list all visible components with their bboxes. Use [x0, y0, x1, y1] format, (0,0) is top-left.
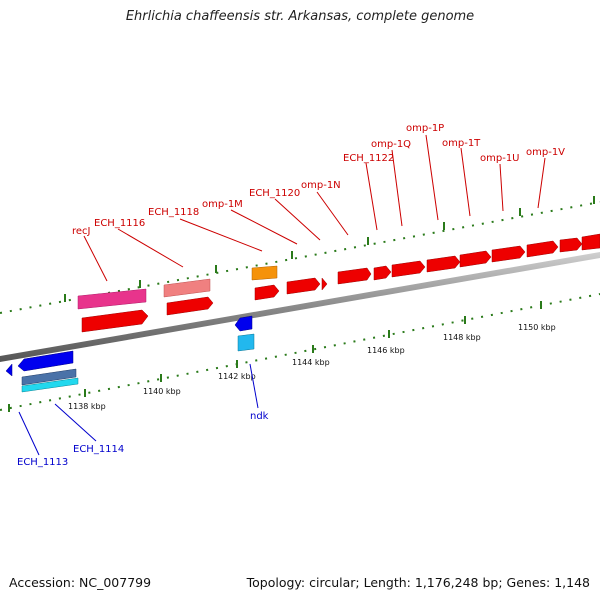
kbp-label: 1142 kbp: [218, 372, 256, 381]
label-leaders-reverse: [18, 363, 259, 456]
gene-omp-1T[interactable]: [426, 255, 461, 273]
kbp-label: 1138 kbp: [68, 402, 106, 411]
gene-ECH_1118-pseudo[interactable]: [163, 278, 211, 298]
kbp-label: 1150 kbp: [518, 323, 556, 332]
gene-label[interactable]: ECH_1113: [17, 457, 68, 468]
kbp-label: 1140 kbp: [143, 387, 181, 396]
gene-label[interactable]: ECH_1120: [249, 188, 300, 199]
gene-label[interactable]: ndk: [250, 411, 269, 422]
gene-ECH_1114-product[interactable]: [21, 368, 77, 386]
gene-ECH_1114-rna[interactable]: [21, 377, 79, 393]
kbp-label: 1144 kbp: [292, 358, 330, 367]
reverse-features: [5, 315, 255, 393]
gene-label[interactable]: ECH_1114: [73, 444, 124, 455]
gene-omp-1N[interactable]: [321, 277, 328, 291]
gene-omp-1U[interactable]: [459, 250, 492, 268]
gene-omp-1X[interactable]: [559, 237, 583, 253]
kbp-label: 1148 kbp: [443, 333, 481, 342]
gene-ECH_1114[interactable]: [17, 350, 74, 372]
gene-ECH_1120[interactable]: [286, 277, 321, 295]
gene-ECH_1118[interactable]: [166, 296, 214, 316]
gene-label[interactable]: ECH_1122: [343, 153, 394, 164]
gene-ECH_1116[interactable]: [81, 309, 149, 333]
gene-label[interactable]: omp-1M: [202, 199, 243, 210]
gene-label[interactable]: omp-1T: [442, 138, 481, 149]
kbp-label: 1146 kbp: [367, 346, 405, 355]
genome-summary-text: Topology: circular; Length: 1,176,248 bp…: [246, 575, 590, 590]
gene-omp-1Q[interactable]: [373, 265, 392, 281]
accession-text: Accession: NC_007799: [9, 575, 152, 590]
gene-label[interactable]: omp-1P: [406, 123, 444, 134]
gene-label[interactable]: recJ: [72, 226, 91, 237]
gene-omp-1W[interactable]: [526, 240, 559, 258]
map-title: Ehrlichia chaffeensis str. Arkansas, com…: [125, 9, 475, 24]
reverse-tick-ring: [0, 293, 600, 412]
gene-omp-1V[interactable]: [491, 245, 526, 263]
gene-label[interactable]: omp-1V: [526, 147, 565, 158]
gene-ECH_1113[interactable]: [5, 363, 13, 377]
gene-omp-1P[interactable]: [391, 260, 426, 278]
genome-backbone: [0, 252, 600, 362]
gene-label[interactable]: ECH_1116: [94, 218, 145, 229]
gene-omp-1Y[interactable]: [581, 233, 600, 251]
gene-ndk[interactable]: [234, 315, 253, 332]
gene-ndk-rna[interactable]: [237, 333, 255, 352]
gene-ECH_1122[interactable]: [337, 267, 372, 285]
gene-recJ[interactable]: [77, 288, 147, 310]
label-leaders: [83, 134, 546, 282]
gene-label[interactable]: omp-1U: [480, 153, 520, 164]
forward-features: [77, 233, 600, 333]
gene-label[interactable]: omp-1Q: [371, 139, 411, 150]
gene-label[interactable]: ECH_1118: [148, 207, 199, 218]
gene-label[interactable]: omp-1N: [301, 180, 341, 191]
gene-omp-1M-rna[interactable]: [251, 265, 278, 281]
kbp-labels: 1138 kbp 1140 kbp 1142 kbp 1144 kbp 1146…: [68, 323, 556, 411]
forward-gene-labels: recJ ECH_1116 ECH_1118 omp-1M ECH_1120 o…: [72, 123, 565, 237]
reverse-gene-labels: ECH_1113 ECH_1114 ndk: [17, 411, 269, 468]
gene-omp-1M[interactable]: [254, 284, 280, 301]
